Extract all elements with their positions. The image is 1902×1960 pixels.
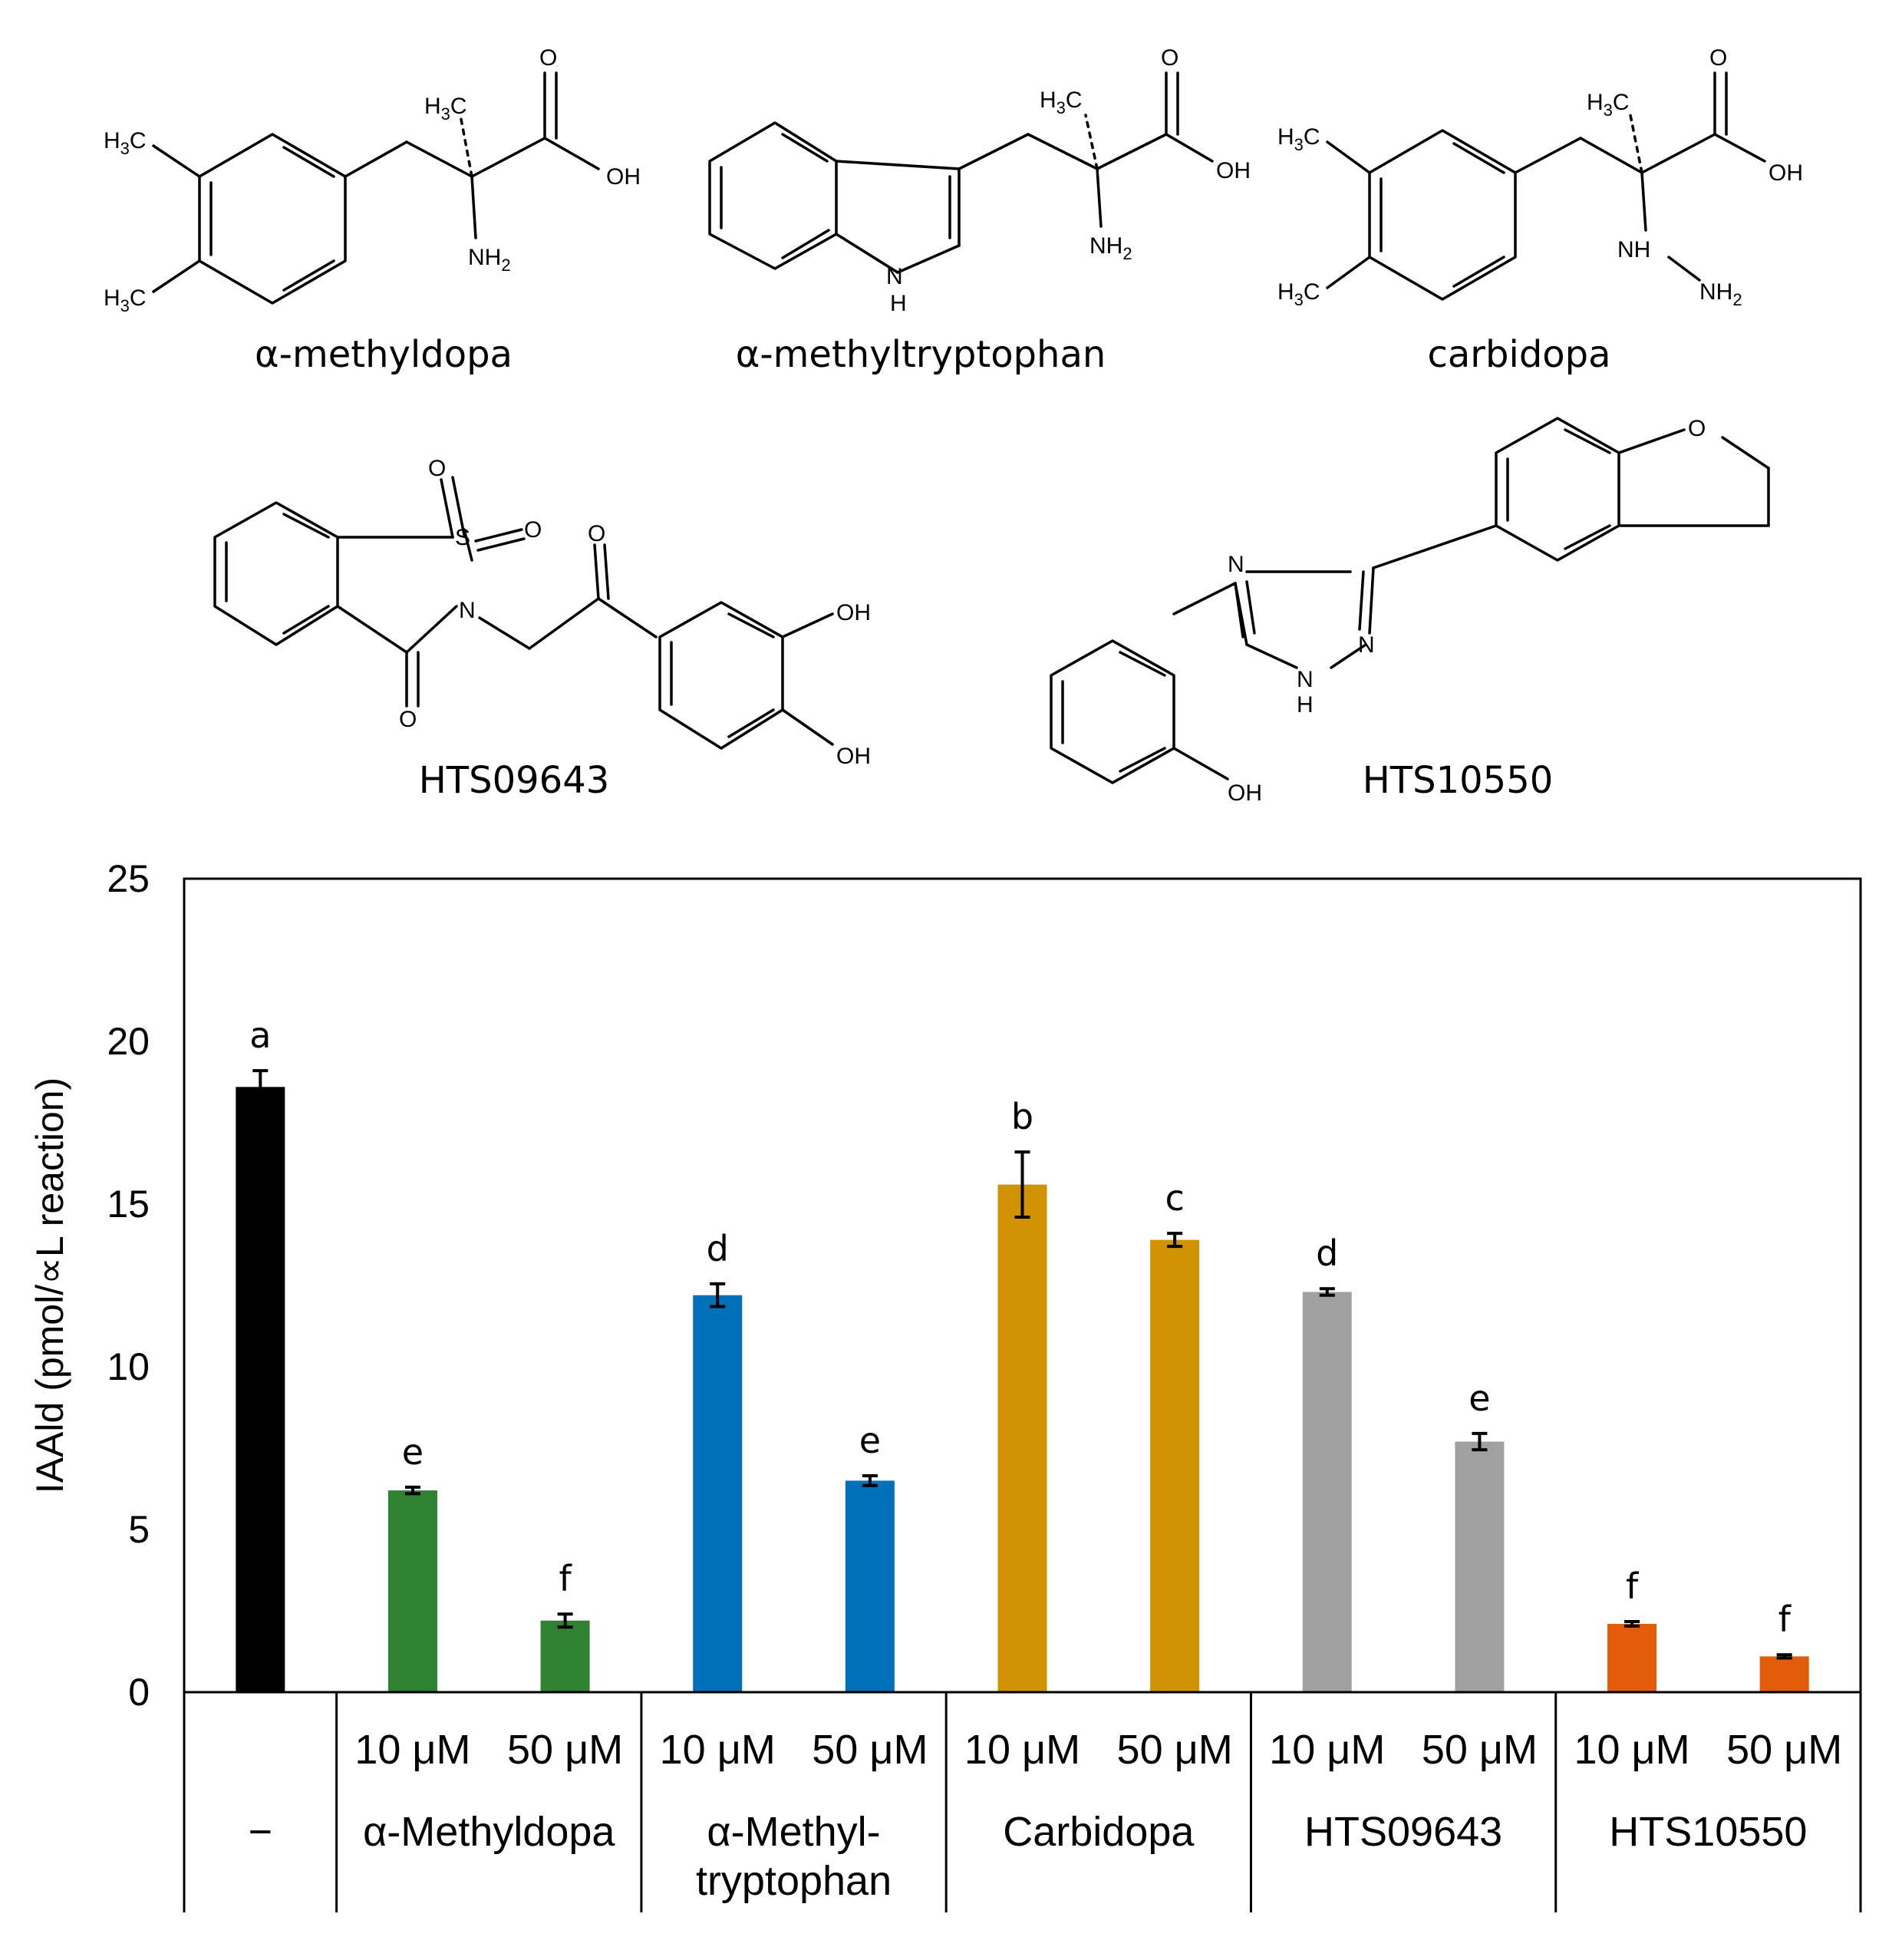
y-tick-label: 10 [107, 1345, 150, 1388]
atom-n-1: N [886, 264, 903, 289]
compound-name-hts09643: HTS09643 [419, 759, 610, 802]
atom-h3c-7: H3C [1587, 90, 1630, 120]
atom-oh-6: OH [1228, 780, 1262, 806]
significance-letter: f [559, 1558, 572, 1599]
atom-h3c-1: H3C [104, 128, 147, 158]
group-label: α-Methyldopa [363, 1809, 615, 1855]
bar [693, 1295, 743, 1692]
concentration-label: 50 μM [812, 1727, 928, 1773]
x-axis: 10 μM 50 μM 10 μM 50 μM 10 μM 50 μM 10 μM 50 μM… [183, 1691, 1862, 1912]
group-label: α-Methyl- [707, 1809, 880, 1855]
bar [540, 1620, 590, 1692]
bar [1607, 1623, 1657, 1692]
bar [236, 1087, 285, 1692]
structure-alpha-methyldopa [152, 71, 600, 305]
atom-n-5: N [1297, 667, 1314, 692]
significance-letter: b [1011, 1096, 1033, 1137]
atom-oh-5: OH [836, 744, 871, 769]
atom-o-6: O [588, 521, 605, 546]
atom-h3c-4: H3C [1040, 87, 1083, 117]
atom-h-1: H [890, 291, 907, 316]
atom-n-2: N [459, 598, 476, 623]
structure-carbidopa [1326, 71, 1766, 301]
structures-panel: H3C H3C H3C O OH NH2 α-methyldopa N [104, 45, 1803, 806]
bar [1455, 1441, 1505, 1692]
atom-oh-4: OH [836, 600, 871, 625]
compound-name-carbidopa: carbidopa [1427, 333, 1610, 376]
concentration-label: 10 μM [1574, 1727, 1689, 1773]
concentration-label: 50 μM [1422, 1727, 1538, 1773]
atom-h3c-2: H3C [104, 285, 147, 315]
significance-letter: f [1626, 1566, 1640, 1607]
atom-oh-3: OH [1768, 160, 1803, 186]
bar [845, 1480, 895, 1692]
y-axis-label: IAAld (pmol/∝L reaction) [28, 1077, 71, 1493]
structure-alpha-methyltryptophan [708, 71, 1214, 274]
atom-n-3: N [1228, 552, 1244, 577]
concentration-label: 50 μM [1726, 1727, 1842, 1773]
atom-h3c-3: H3C [424, 94, 467, 124]
bar [1302, 1292, 1352, 1692]
bar [1150, 1239, 1200, 1692]
atom-nh2-2: NH2 [1089, 233, 1132, 263]
bar-chart: 0 5 10 15 20 25 IAAld (pmol/∝L reaction) a e f d… [28, 857, 1862, 1912]
atom-h3c-6: H3C [1277, 279, 1320, 309]
y-tick-label: 5 [128, 1508, 150, 1551]
significance-letter: f [1778, 1599, 1792, 1640]
concentration-label: 50 μM [507, 1727, 623, 1773]
significance-letter: c [1165, 1177, 1184, 1219]
structure-hts09643 [213, 476, 834, 750]
atom-oh-1: OH [606, 164, 641, 190]
concentration-label: 50 μM [1117, 1727, 1233, 1773]
bar [1759, 1656, 1809, 1692]
group-label: HTS09643 [1304, 1809, 1502, 1855]
bar [387, 1490, 437, 1692]
bars: a e f d e b c d e f f [236, 1015, 1809, 1692]
atom-h-2: H [1297, 692, 1314, 718]
group-label: Carbidopa [1003, 1809, 1195, 1855]
compound-name-alpha-methyldopa: α-methyldopa [255, 333, 513, 376]
concentration-label: 10 μM [660, 1727, 776, 1773]
atom-o-3: O [1709, 45, 1727, 71]
atom-o-4: O [428, 456, 446, 481]
group-label: − [249, 1809, 273, 1855]
atom-o-8: O [1688, 416, 1706, 441]
atom-o-1: O [539, 45, 557, 71]
compound-name-hts10550: HTS10550 [1363, 759, 1554, 802]
y-tick-label: 20 [107, 1020, 150, 1063]
bar [997, 1184, 1047, 1692]
significance-letter: a [249, 1015, 271, 1056]
compound-name-alpha-methyltryptophan: α-methyltryptophan [736, 333, 1106, 376]
atom-o-7: O [399, 707, 417, 732]
group-label: tryptophan [696, 1858, 892, 1904]
significance-letter: e [402, 1431, 424, 1473]
atom-h3c-5: H3C [1277, 124, 1320, 154]
y-axis-ticks: 0 5 10 15 20 25 [107, 857, 150, 1714]
significance-letter: d [1316, 1232, 1338, 1274]
y-tick-label: 0 [128, 1671, 150, 1714]
atom-nh-1: NH [1617, 237, 1650, 262]
atom-oh-2: OH [1216, 158, 1251, 183]
atom-o-2: O [1161, 45, 1178, 71]
atom-o-5: O [524, 517, 542, 543]
y-tick-label: 25 [107, 857, 150, 900]
concentration-label: 10 μM [354, 1727, 470, 1773]
atom-n-4: N [1358, 632, 1375, 658]
significance-letter: e [859, 1420, 881, 1461]
significance-letter: e [1469, 1378, 1490, 1419]
atom-nh2-1: NH2 [468, 245, 511, 275]
significance-letter: d [707, 1228, 729, 1269]
concentration-label: 10 μM [1269, 1727, 1385, 1773]
concentration-label: 10 μM [964, 1727, 1080, 1773]
atom-s-1: S [455, 525, 470, 550]
structure-hts10550 [1050, 417, 1770, 784]
y-tick-label: 15 [107, 1183, 150, 1226]
group-label: HTS10550 [1609, 1809, 1807, 1855]
atom-nh2-3: NH2 [1699, 279, 1742, 309]
